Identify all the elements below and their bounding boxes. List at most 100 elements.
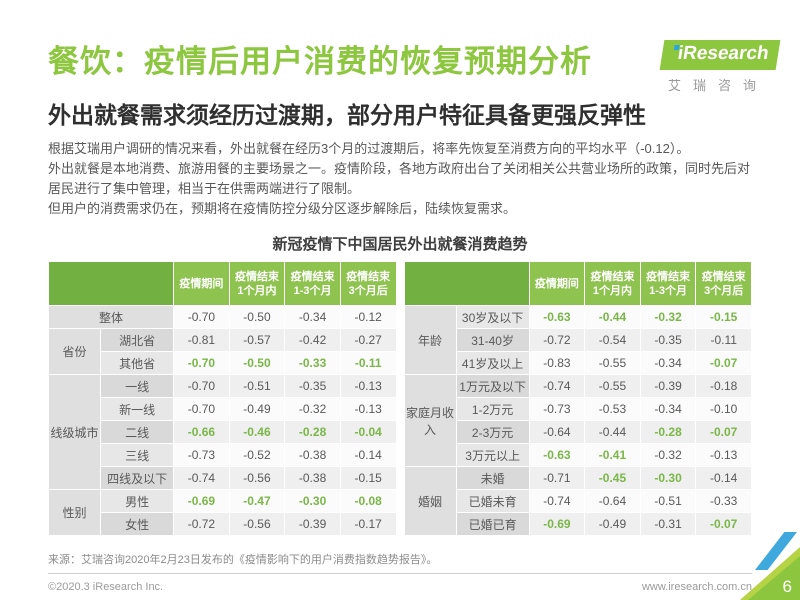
logo-i-dot-icon xyxy=(673,45,680,50)
table-value-cell: -0.15 xyxy=(695,305,752,329)
table-value-cell: -0.70 xyxy=(173,397,230,421)
table-value-cell: -0.52 xyxy=(228,443,286,467)
table-value-cell: -0.46 xyxy=(228,420,286,444)
footer-divider xyxy=(48,573,752,574)
table-column-header: 疫情结束 1个月内 xyxy=(584,261,641,306)
table-value-cell: -0.13 xyxy=(339,374,397,398)
table-value-cell: -0.11 xyxy=(339,351,397,375)
iresearch-logo-mark: iResearch xyxy=(659,40,781,70)
table-group-label: 家庭月收入 xyxy=(403,374,457,467)
table-value-cell: -0.18 xyxy=(695,374,752,398)
table-value-cell: -0.74 xyxy=(173,466,230,490)
table-column-header: 疫情结束 1个月内 xyxy=(228,261,286,306)
table-value-cell: -0.07 xyxy=(695,351,752,375)
table-value-cell: -0.30 xyxy=(639,466,697,490)
table-value-cell: -0.71 xyxy=(528,466,586,490)
table-left: 疫情期间 疫情结束 1个月内 疫情结束 1-3个月 疫情结束 3个月后 整体 -0.70-… xyxy=(47,261,397,536)
table-value-cell: -0.33 xyxy=(284,351,341,375)
table-value-cell: -0.14 xyxy=(695,466,752,490)
slide-subtitle: 外出就餐需求须经历过渡期，部分用户特征具备更强反弹性 xyxy=(48,102,646,128)
table-value-cell: -0.63 xyxy=(528,443,586,467)
table-row-label: 未婚 xyxy=(455,466,530,490)
source-note: 来源：艾瑞咨询2020年2月23日发布的《疫情影响下的用户消费指数趋势报告》。 xyxy=(48,554,438,566)
table-value-cell: -0.73 xyxy=(528,397,586,421)
table-value-cell: -0.14 xyxy=(339,443,397,467)
table-row-label: 男性 xyxy=(100,489,175,513)
table-row: 年龄 30岁及以下 -0.63 -0.44 -0.32 -0.15 xyxy=(403,305,752,375)
table-header-row: 疫情期间 疫情结束 1个月内 疫情结束 1-3个月 疫情结束 3个月后 xyxy=(403,261,752,306)
copyright-text: ©2020.3 iResearch Inc. xyxy=(48,581,164,593)
table-group-label: 线级城市 xyxy=(47,374,102,490)
iresearch-logo: iResearch 艾瑞咨询 xyxy=(659,40,781,94)
table-group-label: 省份 xyxy=(47,328,102,375)
table-row-label: 一线 xyxy=(100,374,175,398)
table-value-cell: -0.38 xyxy=(284,443,341,467)
table-row: 三线 -0.73 -0.52 -0.38 -0.14 xyxy=(49,443,397,467)
table-value-cell: -0.50 xyxy=(228,351,286,375)
table-row-label: 30岁及以下 xyxy=(455,305,530,329)
table-row-label: 31-40岁 xyxy=(455,328,530,352)
paragraph-3: 但用户的消费需求仍在，预期将在疫情防控分级分区逐步解除后，陆续恢复需求。 xyxy=(48,201,517,216)
table-row: 二线 -0.66 -0.46 -0.28 -0.04 xyxy=(49,420,397,444)
table-row: 婚姻 未婚 -0.71 -0.45 -0.30 -0.14 xyxy=(403,466,752,536)
paragraph-1: 根据艾瑞用户调研的情况来看，外出就餐在经历3个月的过渡期后，将率先恢复至消费方向… xyxy=(48,141,690,156)
table-column-header: 疫情结束 1-3个月 xyxy=(639,261,697,306)
table-row-label: 湖北省 xyxy=(100,328,175,352)
page-title: 餐饮：疫情后用户消费的恢复预期分析 xyxy=(48,44,592,79)
table-value-cell: -0.42 xyxy=(284,328,341,352)
table-value-cell: -0.35 xyxy=(639,328,697,352)
table-value-cell: -0.41 xyxy=(584,443,641,467)
table-row-label: 1-2万元 xyxy=(455,397,530,421)
website-link[interactable]: www.iresearch.com.cn xyxy=(641,581,752,593)
table-row: 其他省 -0.70 -0.50 -0.33 -0.11 xyxy=(49,351,397,375)
logo-chinese-name: 艾瑞咨询 xyxy=(668,78,769,93)
table-right: 疫情期间 疫情结束 1个月内 疫情结束 1-3个月 疫情结束 3个月后 年龄 30岁及以下… xyxy=(403,261,753,536)
table-value-cell: -0.15 xyxy=(339,466,397,490)
table-value-cell: -0.35 xyxy=(284,374,341,398)
table-row-label: 女性 xyxy=(100,512,175,536)
table-value-cell: -0.55 xyxy=(584,374,641,398)
table-value-cell: -0.39 xyxy=(284,512,341,536)
table-value-cell: -0.34 xyxy=(639,351,697,375)
table-value-cell: -0.83 xyxy=(528,351,586,375)
table-value-cell: -0.66 xyxy=(173,420,230,444)
table-value-cell: -0.72 xyxy=(528,328,586,352)
table-value-cell: -0.64 xyxy=(584,489,641,513)
table-group-label: 婚姻 xyxy=(403,466,457,536)
table-row: 31-40岁 -0.72 -0.54 -0.35 -0.11 xyxy=(404,328,752,352)
page-number: 6 xyxy=(782,577,792,596)
table-value-cell: -0.69 xyxy=(173,489,230,513)
table-row: 已婚未育 -0.74 -0.64 -0.51 -0.33 xyxy=(404,489,752,513)
table-row-label: 2-3万元 xyxy=(455,420,530,444)
table-value-cell: -0.57 xyxy=(228,328,286,352)
consumption-trend-table: 疫情期间 疫情结束 1个月内 疫情结束 1-3个月 疫情结束 3个月后 整体 -0.70-… xyxy=(47,261,753,536)
table-row-label: 已婚未育 xyxy=(455,489,530,513)
table-title: 新冠疫情下中国居民外出就餐消费趋势 xyxy=(272,236,528,253)
table-corner-cell xyxy=(403,261,530,306)
table-value-cell: -0.47 xyxy=(228,489,286,513)
table-value-cell: -0.17 xyxy=(339,512,397,536)
table-group-label: 年龄 xyxy=(403,305,457,375)
table-value-cell: -0.70 xyxy=(173,305,230,329)
table-value-cell: -0.74 xyxy=(528,374,586,398)
table-value-cell: -0.63 xyxy=(528,305,586,329)
table-row-label: 已婚已育 xyxy=(455,512,530,536)
table-row: 家庭月收入 1万元及以下 -0.74 -0.55 -0.39 -0.18 xyxy=(403,374,752,467)
table-column-header: 疫情结束 3个月后 xyxy=(339,261,397,306)
paragraph-2: 外出就餐是本地消费、旅游用餐的主要场景之一。疫情阶段，各地方政府出台了关闭相关公… xyxy=(48,161,751,196)
footer: ©2020.3 iResearch Inc. www.iresearch.com… xyxy=(48,581,752,593)
table-value-cell: -0.08 xyxy=(339,489,397,513)
table-value-cell: -0.34 xyxy=(639,397,697,421)
table-value-cell: -0.32 xyxy=(284,397,341,421)
table-column-header: 疫情期间 xyxy=(173,261,230,306)
table-column-header: 疫情结束 3个月后 xyxy=(695,261,752,306)
table-row: 四线及以下 -0.74 -0.56 -0.38 -0.15 xyxy=(49,466,397,490)
table-header-row: 疫情期间 疫情结束 1个月内 疫情结束 1-3个月 疫情结束 3个月后 xyxy=(47,261,397,306)
table-value-cell: -0.44 xyxy=(584,305,641,329)
table-row: 女性 -0.72 -0.56 -0.39 -0.17 xyxy=(49,512,397,536)
table-value-cell: -0.04 xyxy=(339,420,397,444)
table-column-header: 疫情期间 xyxy=(528,261,586,306)
table-row-label: 二线 xyxy=(100,420,175,444)
table-row: 41岁及以上 -0.83 -0.55 -0.34 -0.07 xyxy=(404,351,752,375)
